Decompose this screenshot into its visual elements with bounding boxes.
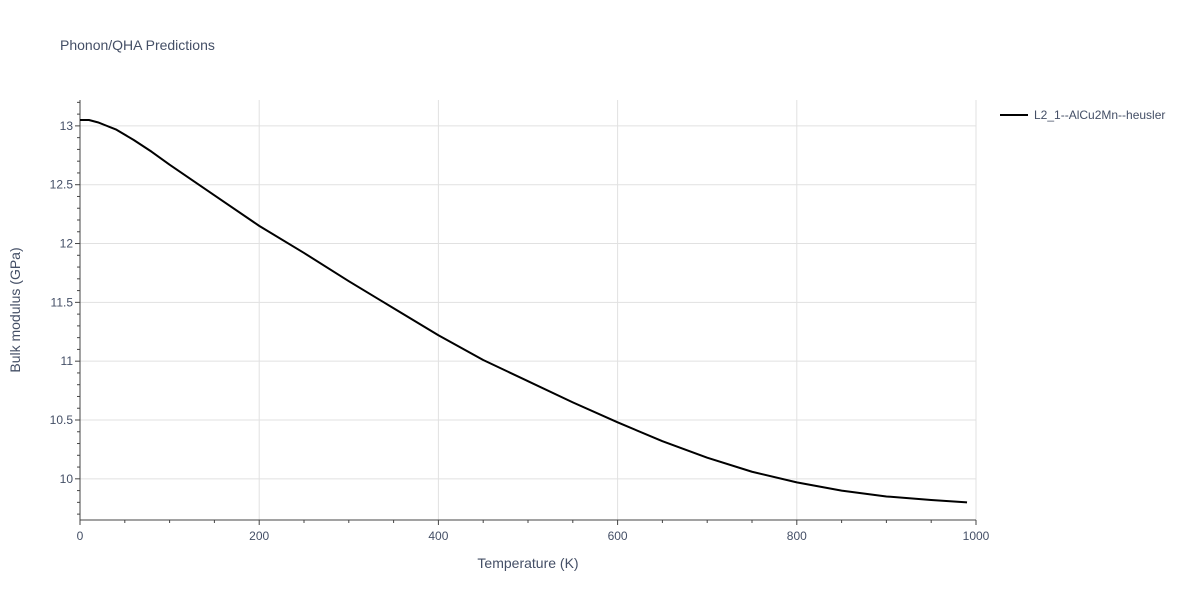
y-tick-label: 11.5 <box>51 295 74 309</box>
x-tick-label: 0 <box>77 529 84 543</box>
x-axis-title: Temperature (K) <box>477 555 578 571</box>
y-tick-label: 10 <box>60 472 74 486</box>
plot-area <box>80 119 968 504</box>
axes: 0 200 400 600 800 1000 10 10.5 11 11.5 12 12.5 13 <box>50 100 990 543</box>
series-line[interactable] <box>80 119 968 504</box>
y-axis-title: Bulk modulus (GPa) <box>7 247 23 372</box>
legend-label: L2_1--AlCu2Mn--heusler <box>1034 108 1165 122</box>
x-tick-label: 600 <box>608 529 628 543</box>
x-tick-label: 200 <box>249 529 269 543</box>
chart-title: Phonon/QHA Predictions <box>60 37 215 53</box>
y-tick-label: 13 <box>60 119 74 133</box>
legend-item[interactable]: L2_1--AlCu2Mn--heusler <box>1000 108 1165 122</box>
x-tick-label: 800 <box>787 529 807 543</box>
x-tick-label: 1000 <box>963 529 990 543</box>
x-tick-label: 400 <box>428 529 448 543</box>
grid <box>80 100 977 520</box>
y-tick-label: 12 <box>60 237 74 251</box>
y-tick-label: 11 <box>61 354 74 368</box>
y-tick-label: 12.5 <box>50 178 74 192</box>
legend[interactable]: L2_1--AlCu2Mn--heusler <box>1000 108 1165 122</box>
y-tick-label: 10.5 <box>50 413 74 427</box>
